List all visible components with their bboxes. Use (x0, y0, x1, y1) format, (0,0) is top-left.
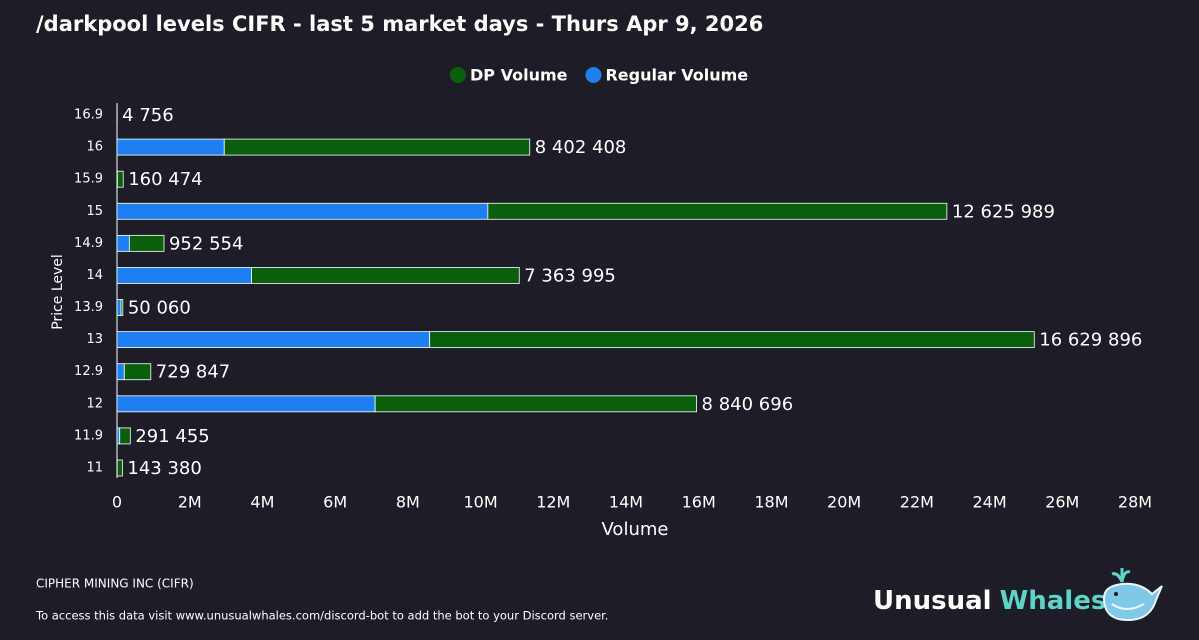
value-label: 729 847 (156, 362, 230, 383)
value-label: 7 363 995 (524, 265, 616, 286)
bar-segment (120, 299, 124, 316)
x-tick-label: 22M (900, 493, 934, 512)
x-tick-label: 16M (682, 493, 716, 512)
y-tick-label: 15.9 (74, 172, 103, 187)
bar-segment (116, 331, 431, 349)
y-tick-label: 14.9 (74, 236, 103, 251)
bar-segment (116, 234, 130, 252)
bar-segment (116, 267, 252, 284)
y-tick-label: 11 (86, 461, 103, 476)
y-tick-label: 15 (86, 204, 103, 219)
x-tick-label: 24M (972, 493, 1006, 512)
brand-second: Whales (1000, 586, 1107, 616)
value-label: 160 474 (128, 169, 202, 190)
value-label: 143 380 (127, 458, 201, 479)
y-tick-label: 14 (86, 268, 103, 283)
value-label: 4 756 (122, 105, 174, 126)
y-tick-label: 11.9 (74, 428, 103, 443)
value-label: 8 402 408 (535, 137, 627, 158)
value-label: 50 060 (128, 298, 191, 319)
y-tick-label: 12 (86, 396, 103, 411)
bar-segment (116, 202, 489, 220)
value-label: 952 554 (169, 233, 243, 254)
y-axis-label: Price Level (50, 254, 66, 330)
bar-segment (116, 170, 124, 188)
bar-segment (116, 138, 225, 156)
bar-segment (374, 395, 697, 413)
bar-segment (116, 363, 125, 381)
bar-segment (119, 427, 131, 445)
x-tick-label: 28M (1118, 493, 1152, 512)
x-tick-label: 12M (536, 493, 570, 512)
x-tick-label: 20M (827, 493, 861, 512)
footer-note: To access this data visit www.unusualwha… (35, 609, 608, 623)
y-tick-label: 13 (86, 332, 103, 347)
bar-segment (429, 331, 1035, 349)
bar-segment (487, 202, 948, 220)
y-tick-label: 16.9 (74, 108, 103, 123)
y-tick-label: 16 (86, 140, 103, 155)
bar-segment (128, 234, 165, 252)
whale-icon (1102, 568, 1163, 622)
x-tick-label: 2M (178, 493, 202, 512)
x-tick-label: 8M (396, 493, 420, 512)
bar-segment (251, 267, 520, 284)
legend-label: DP Volume (470, 66, 568, 85)
x-tick-label: 14M (609, 493, 643, 512)
value-label: 291 455 (135, 426, 209, 447)
x-tick-label: 18M (754, 493, 788, 512)
x-tick-label: 26M (1045, 493, 1079, 512)
chart-title: /darkpool levels CIFR - last 5 market da… (36, 12, 763, 36)
bar-segment (116, 427, 121, 445)
company-name: CIPHER MINING INC (CIFR) (36, 577, 194, 591)
brand-first: Unusual (873, 586, 992, 616)
x-axis-label: Volume (602, 519, 669, 540)
x-tick-label: 10M (463, 493, 497, 512)
value-label: 8 840 696 (702, 394, 794, 415)
legend-swatch (585, 67, 602, 83)
y-tick-label: 12.9 (74, 364, 103, 379)
x-tick-label: 0 (112, 493, 122, 512)
bar-segment (123, 363, 152, 381)
y-tick-label: 13.9 (74, 300, 103, 315)
x-tick-label: 4M (250, 493, 274, 512)
bar-segment (223, 138, 531, 156)
bar-segment (116, 299, 122, 316)
value-label: 12 625 989 (952, 201, 1055, 222)
legend: DP Volume Regular Volume (450, 66, 748, 85)
brand-logo: Unusual Whales (873, 586, 1106, 616)
bar-segment (116, 459, 123, 477)
legend-label: Regular Volume (605, 66, 748, 85)
bar-segment (116, 395, 376, 413)
legend-swatch (450, 67, 466, 83)
x-tick-label: 6M (323, 493, 347, 512)
value-label: 16 629 896 (1039, 330, 1142, 351)
